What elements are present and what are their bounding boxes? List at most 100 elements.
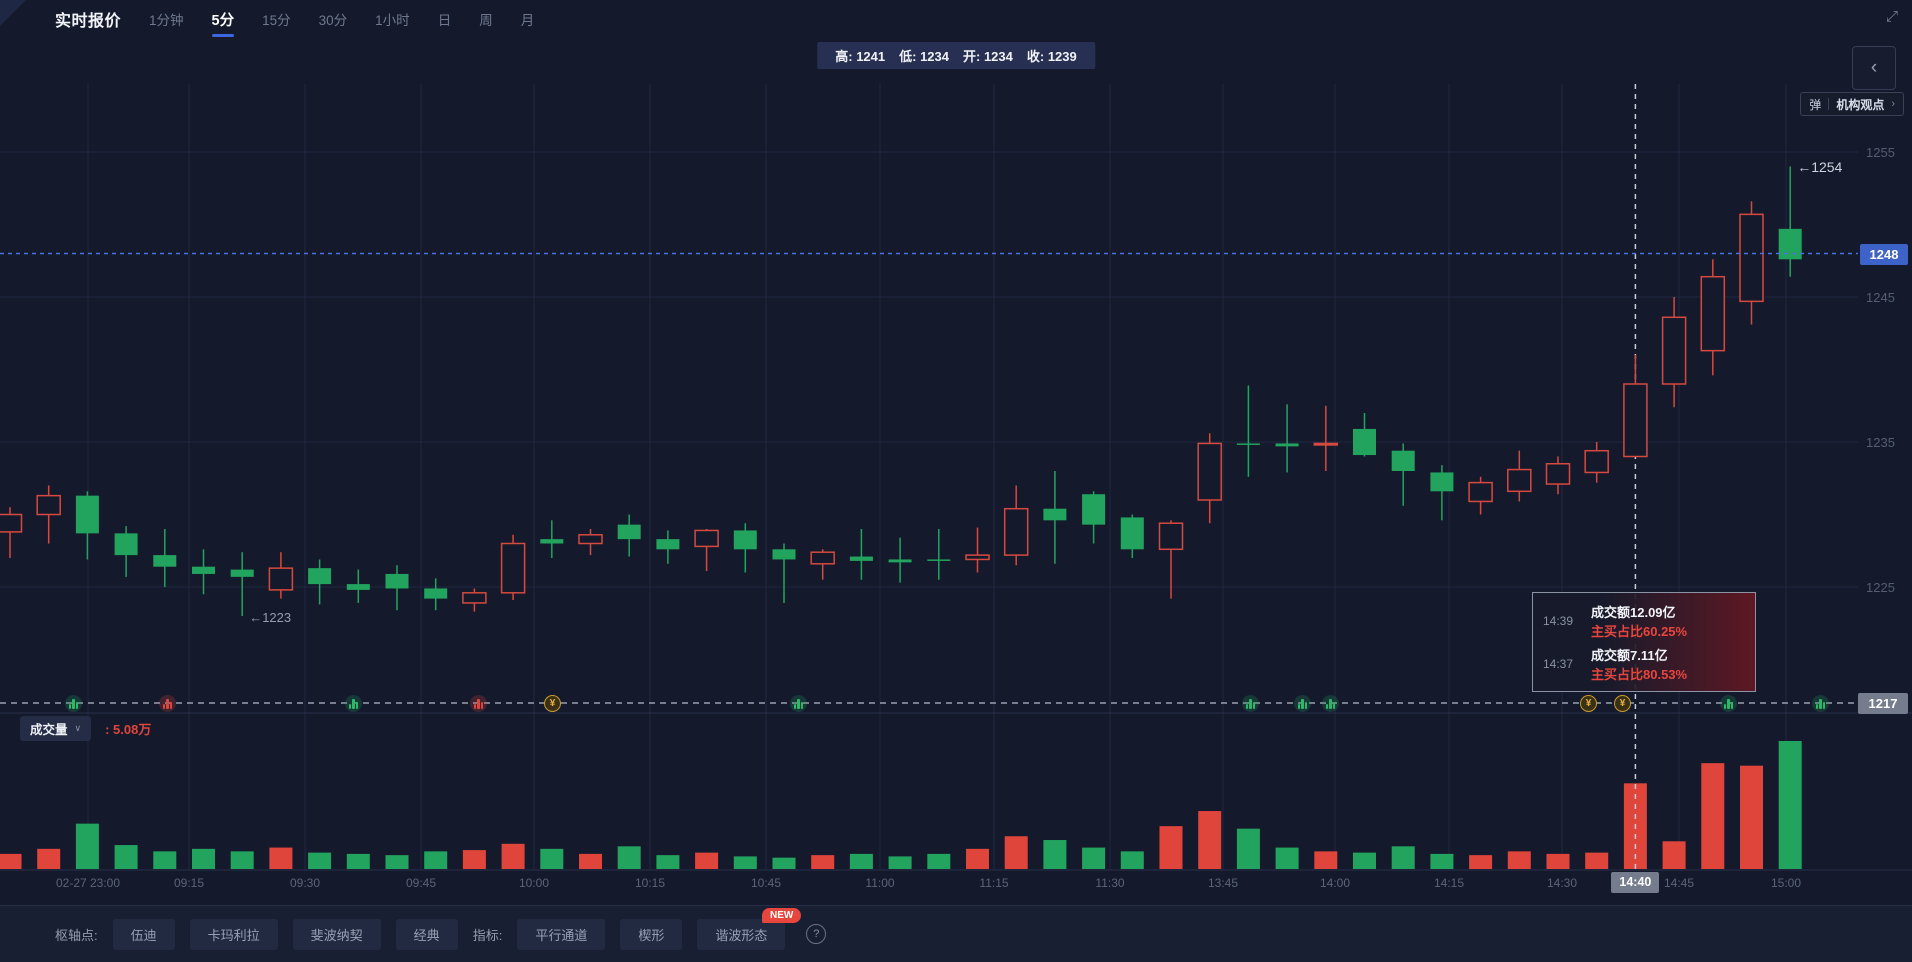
red-volume-signal-icon[interactable] [470, 695, 487, 712]
volume-bar[interactable] [1585, 852, 1609, 869]
volume-bar[interactable] [1391, 846, 1415, 869]
candle[interactable] [578, 534, 603, 545]
green-volume-signal-icon[interactable] [1242, 695, 1259, 712]
candle[interactable] [694, 529, 719, 548]
volume-bar[interactable] [1778, 741, 1802, 869]
candle[interactable] [462, 592, 487, 604]
volume-bar[interactable] [656, 855, 680, 869]
pivot-button-3[interactable]: 经典 [395, 918, 458, 950]
help-icon[interactable]: ? [806, 924, 827, 944]
coin-signal-icon[interactable]: ¥ [544, 695, 561, 712]
volume-bar[interactable] [501, 843, 525, 869]
indicator-button-0[interactable]: 平行通道 [517, 918, 606, 950]
volume-bar[interactable] [811, 855, 835, 869]
candle[interactable] [1507, 468, 1532, 493]
institution-insight-button[interactable]: 弹 机构观点 › [1800, 92, 1904, 116]
candle[interactable] [1236, 443, 1260, 445]
volume-bar[interactable] [1120, 851, 1144, 869]
volume-bar[interactable] [0, 853, 22, 869]
candle[interactable] [153, 555, 177, 567]
volume-bar[interactable] [75, 823, 99, 869]
candle[interactable] [1158, 522, 1184, 551]
volume-indicator-dropdown[interactable]: 成交量 ∨ [20, 716, 92, 741]
volume-bar[interactable] [1701, 763, 1725, 869]
volume-bar[interactable] [579, 853, 602, 869]
pivot-button-2[interactable]: 斐波纳契 [292, 918, 381, 950]
green-volume-signal-icon[interactable] [1812, 695, 1829, 712]
indicator-button-2[interactable]: 谐波形态 NEW [697, 907, 802, 950]
candle[interactable] [268, 567, 294, 591]
volume-bar[interactable] [269, 847, 293, 869]
pivot-button-0[interactable]: 伍迪 [112, 918, 175, 950]
volume-bar[interactable] [1740, 765, 1763, 869]
candle[interactable] [849, 556, 873, 561]
volume-bar[interactable] [1159, 826, 1183, 869]
candle[interactable] [1661, 316, 1687, 385]
candle[interactable] [540, 539, 564, 544]
candle[interactable] [114, 533, 138, 556]
candle[interactable] [1197, 442, 1222, 501]
candle[interactable] [772, 549, 796, 560]
volume-bar[interactable] [617, 846, 641, 869]
volume-bar[interactable] [1662, 841, 1686, 869]
candle[interactable] [1353, 428, 1376, 456]
candle[interactable] [810, 551, 835, 565]
candle[interactable] [424, 588, 448, 599]
candle[interactable] [1739, 213, 1764, 303]
volume-bar[interactable] [888, 856, 912, 869]
volume-bar[interactable] [462, 850, 486, 869]
candle[interactable] [308, 568, 332, 585]
candle[interactable] [1468, 481, 1493, 503]
volume-bar[interactable] [230, 851, 254, 869]
candle[interactable] [1043, 508, 1067, 521]
volume-bar[interactable] [1353, 852, 1376, 869]
pivot-button-1[interactable]: 卡玛利拉 [189, 918, 278, 950]
tab-日[interactable]: 日 [437, 13, 452, 28]
red-volume-signal-icon[interactable] [159, 695, 176, 712]
volume-bar[interactable] [772, 857, 796, 869]
candle[interactable] [656, 539, 680, 550]
volume-bar[interactable] [1507, 851, 1531, 869]
candle[interactable] [0, 513, 23, 533]
candle[interactable] [617, 524, 641, 540]
volume-bar[interactable] [1082, 847, 1106, 869]
volume-bar[interactable] [1314, 851, 1338, 869]
volume-bar[interactable] [114, 845, 138, 869]
volume-bar[interactable] [966, 848, 989, 869]
volume-bar[interactable] [192, 848, 215, 869]
green-volume-signal-icon[interactable] [790, 695, 807, 712]
tab-周[interactable]: 周 [479, 13, 493, 28]
tab-30分[interactable]: 30分 [318, 13, 348, 28]
green-volume-signal-icon[interactable] [1322, 695, 1339, 712]
fullscreen-icon[interactable]: ⤢ [1885, 8, 1898, 25]
candle[interactable] [36, 494, 61, 516]
tab-5分[interactable]: 5分 [210, 0, 237, 39]
collapse-panel-button[interactable]: ‹ [1852, 46, 1896, 90]
volume-bar[interactable] [695, 852, 719, 869]
candle[interactable] [888, 559, 912, 563]
volume-bar[interactable] [733, 856, 757, 869]
candle[interactable] [1275, 443, 1299, 447]
candle[interactable] [1003, 507, 1029, 556]
volume-bar[interactable] [385, 855, 409, 869]
volume-bar[interactable] [1546, 853, 1570, 869]
candle[interactable] [1584, 449, 1609, 474]
indicator-button-1[interactable]: 楔形 [620, 918, 683, 950]
tab-1分钟[interactable]: 1分钟 [149, 13, 184, 28]
candle[interactable] [500, 542, 526, 594]
volume-bar[interactable] [1275, 847, 1299, 869]
candle[interactable] [1623, 383, 1648, 458]
volume-bar[interactable] [1198, 811, 1222, 869]
volume-bar[interactable] [1430, 853, 1454, 869]
candle[interactable] [346, 584, 370, 590]
candle[interactable] [1778, 228, 1802, 260]
candle[interactable] [385, 573, 409, 589]
tab-月[interactable]: 月 [520, 13, 535, 28]
candle[interactable] [75, 495, 99, 534]
volume-bar[interactable] [1236, 828, 1260, 869]
volume-bar[interactable] [308, 852, 332, 869]
candle[interactable] [230, 569, 254, 577]
coin-signal-icon[interactable]: ¥ [1614, 695, 1631, 712]
candle[interactable] [965, 554, 990, 561]
